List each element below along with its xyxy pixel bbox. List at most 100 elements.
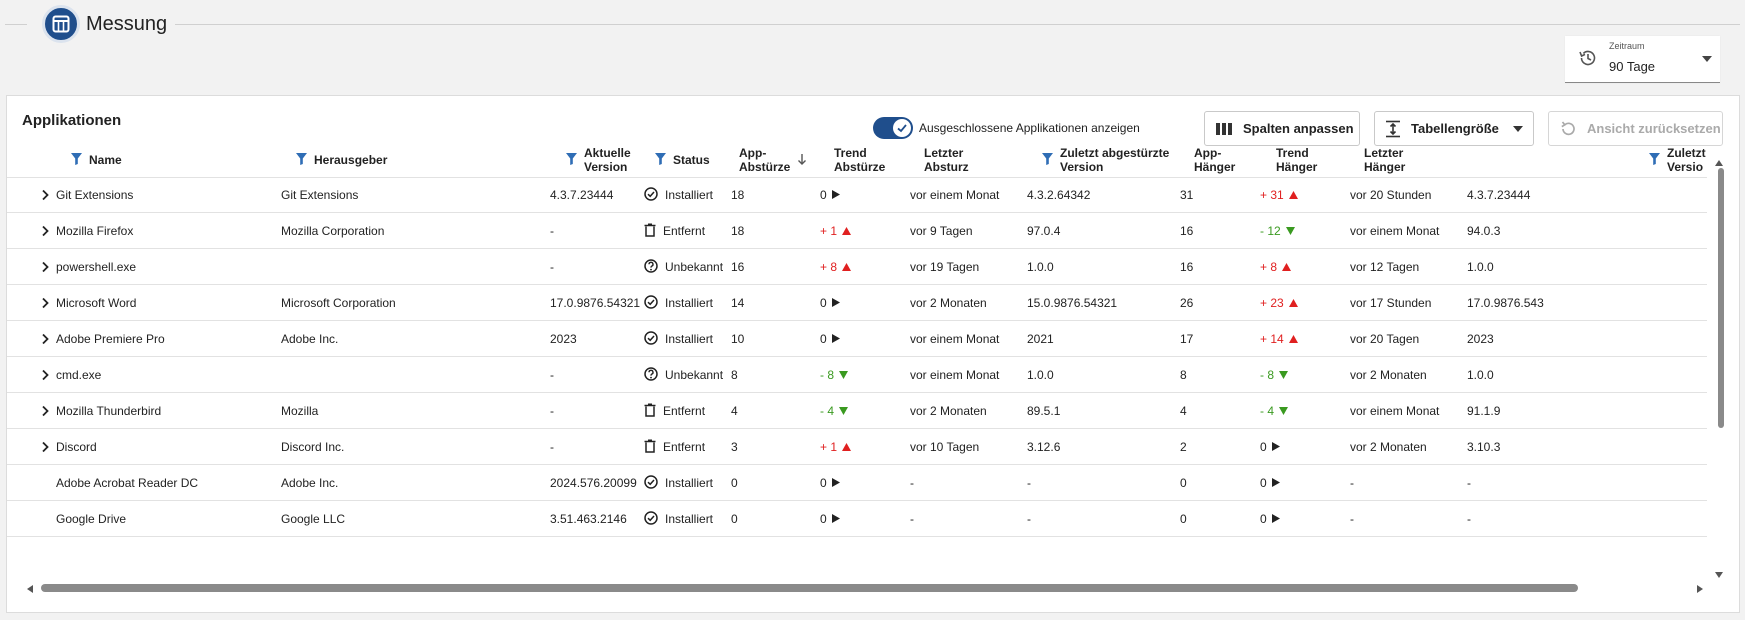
trend-value: + 8 [820,260,838,274]
column-label-line1: App- [739,146,767,160]
table-row[interactable]: powershell.exe - 16 vor 19 Tagen 1.0.0 16 vor … [7,249,1707,285]
column-header-name[interactable]: Name [71,142,122,178]
cell-app-crashes: 0 [731,512,738,526]
cell-last-hang: vor 20 Tagen [1350,332,1420,346]
column-header-current-version[interactable]: Aktuelle Version [566,142,631,178]
table-size-button[interactable]: Tabellengröße [1374,111,1534,146]
cell-app-hangs: 26 [1180,296,1194,310]
chevron-right-icon[interactable] [39,261,51,273]
period-select[interactable]: Zeitraum 90 Tage [1565,36,1720,83]
trend-down-icon [839,404,849,418]
table-row[interactable]: Adobe Premiere Pro Adobe Inc. 2023 10 vor ei… [7,321,1707,357]
column-label-line1: Trend [1276,146,1309,160]
column-header-last-crash[interactable]: Letzter Absturz [924,142,969,178]
horizontal-scrollbar-thumb[interactable] [41,584,1578,592]
filter-icon[interactable] [71,152,82,168]
cell-current-version: 4.3.7.23444 [550,188,614,202]
cell-publisher: Git Extensions [281,188,359,202]
reset-view-button[interactable]: Ansicht zurücksetzen [1548,111,1723,146]
trend-value: - 4 [820,404,835,418]
table-row[interactable]: Mozilla Firefox Mozilla Corporation - 18 vor… [7,213,1707,249]
filter-icon[interactable] [296,152,307,168]
trend-down-icon [1285,224,1295,238]
cell-trend-crashes: 0 [820,177,840,213]
column-header-app-crashes[interactable]: App- Abstürze [739,142,807,178]
trend-up-icon [1282,260,1292,274]
trend-value: + 31 [1260,188,1284,202]
sort-down-arrow-icon[interactable] [797,153,807,168]
table-row[interactable]: Google Drive Google LLC 3.51.463.2146 0 - - 0 -… [7,501,1707,537]
vertical-scrollbar-thumb[interactable] [1718,168,1724,428]
chevron-right-icon[interactable] [39,369,51,381]
scroll-left-arrow-icon[interactable] [27,585,33,593]
trend-up-icon [842,260,852,274]
cell-last-hang: vor 2 Monaten [1350,440,1427,454]
chevron-right-icon[interactable] [39,225,51,237]
cell-current-version: - [550,368,554,382]
scroll-up-arrow-icon[interactable] [1715,160,1723,166]
scroll-right-arrow-icon[interactable] [1697,585,1703,593]
chevron-right-icon[interactable] [39,333,51,345]
column-header-app-hangs[interactable]: App- Hänger [1194,142,1235,178]
question-circle-icon [644,258,658,276]
trend-value: 0 [820,296,827,310]
cell-last-hang: vor einem Monat [1350,404,1440,418]
reset-icon [1561,120,1575,135]
status-label: Unbekannt [665,260,724,274]
cell-app-crashes: 4 [731,404,738,418]
column-label-line2: Hänger [1364,160,1406,174]
cell-publisher: Adobe Inc. [281,332,339,346]
table-row[interactable]: Adobe Acrobat Reader DC Adobe Inc. 2024.57… [7,465,1707,501]
table-row[interactable]: Git Extensions Git Extensions 4.3.7.23444 1… [7,177,1707,213]
chevron-right-icon[interactable] [39,441,51,453]
cell-app-name: Adobe Acrobat Reader DC [56,476,199,490]
column-label-line2: Version [1060,160,1104,174]
cell-last-crashed-version: 1.0.0 [1027,368,1054,382]
column-header-publisher[interactable]: Herausgeber [296,142,387,178]
cell-current-version: - [550,404,554,418]
chevron-right-icon[interactable] [39,297,51,309]
cell-app-crashes: 8 [731,368,738,382]
table-row[interactable]: Microsoft Word Microsoft Corporation 17.0.… [7,285,1707,321]
column-label-line1: Trend [834,146,867,160]
cell-trend-hangs: + 23 [1260,285,1298,321]
cell-last-crash: vor 2 Monaten [910,404,987,418]
filter-icon[interactable] [1042,152,1053,168]
filter-icon[interactable] [1649,152,1660,168]
trend-flat-icon [1271,512,1280,526]
cell-last-crash: vor einem Monat [910,188,1000,202]
column-header-last-hung-version[interactable]: Zuletzt Versio [1649,142,1706,178]
filter-icon[interactable] [566,152,577,168]
trend-value: + 1 [820,440,838,454]
scroll-down-arrow-icon[interactable] [1715,572,1723,578]
cell-app-hangs: 0 [1180,476,1187,490]
cell-app-crashes: 18 [731,224,745,238]
table-row[interactable]: cmd.exe - 8 vor einem Monat 1.0.0 8 vor 2 Mona… [7,357,1707,393]
cell-trend-crashes: 0 [820,285,840,321]
cell-trend-hangs: + 14 [1260,321,1298,357]
cell-publisher: Discord Inc. [281,440,345,454]
adjust-columns-button[interactable]: Spalten anpassen [1204,111,1360,146]
table-row[interactable]: Discord Discord Inc. - 3 vor 10 Tagen 3.12.6 2… [7,429,1707,465]
chevron-right-icon[interactable] [39,189,51,201]
column-header-trend-hangs[interactable]: Trend Hänger [1276,142,1317,178]
chevron-right-icon[interactable] [39,405,51,417]
cell-last-crash: vor 9 Tagen [910,224,973,238]
column-label: Name [89,153,122,167]
column-header-last-hang[interactable]: Letzter Hänger [1364,142,1405,178]
column-header-status[interactable]: Status [655,142,710,178]
column-header-last-crashed-version[interactable]: Zuletzt abgestürzte Version [1042,142,1169,178]
column-label-line1: Zuletzt abgestürzte [1060,146,1170,160]
column-header-trend-crashes[interactable]: Trend Abstürze [834,142,885,178]
trend-value: 0 [820,332,827,346]
column-label-line1: Zuletzt [1667,146,1706,160]
table-row[interactable]: Mozilla Thunderbird Mozilla - 4 vor 2 Monate… [7,393,1707,429]
check-circle-icon [644,294,658,312]
excluded-apps-toggle[interactable] [873,117,913,139]
trend-value: + 14 [1260,332,1284,346]
cell-current-version: 2023 [550,332,577,346]
cell-trend-crashes: + 8 [820,249,852,285]
filter-icon[interactable] [655,152,666,168]
status-label: Installiert [665,188,714,202]
period-value: 90 Tage [1609,59,1656,74]
